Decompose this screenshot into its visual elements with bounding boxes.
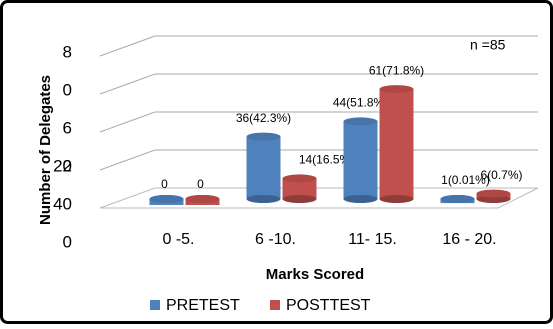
bar (246, 132, 281, 203)
data-label: 0 (161, 177, 168, 191)
bar-part (379, 195, 414, 203)
x-tick-label: 11- 15. (348, 231, 397, 248)
y-tick-label: 40 (53, 194, 72, 213)
bar-part (379, 89, 414, 199)
bar (379, 85, 414, 203)
bar (282, 174, 317, 203)
x-tick-label: 0 -5. (162, 231, 194, 248)
x-tick-label: 16 - 20. (442, 231, 496, 248)
data-label: 44(51.8%) (333, 96, 388, 110)
bar (149, 195, 184, 205)
y-axis-label: Number of Delegates (37, 75, 54, 225)
y-tick-label: 0 (63, 80, 72, 99)
y-tick-label: 8 (63, 42, 72, 61)
bar-part (282, 195, 317, 203)
data-label: 1(0.01%) (441, 173, 490, 187)
x-axis-label: Marks Scored (266, 266, 364, 283)
floor (99, 187, 539, 209)
bar-part (440, 195, 475, 203)
bar-part (343, 117, 378, 126)
bar-part (379, 85, 414, 94)
bar-part (343, 121, 378, 199)
legend-label: POSTTEST (286, 297, 371, 314)
x-tick-label: 6 -10. (255, 231, 296, 248)
bar-part (246, 195, 281, 203)
bar (185, 195, 220, 205)
data-label: 14(16.5%) (299, 153, 354, 167)
bar-part (246, 136, 281, 199)
bar-part (246, 132, 281, 141)
data-label: 36(42.3%) (236, 111, 291, 125)
bar-part (343, 195, 378, 203)
bar (476, 189, 511, 203)
bar-part (282, 178, 317, 199)
grid-line (99, 73, 538, 95)
bar-part (476, 189, 511, 198)
bar-part (185, 195, 220, 203)
data-label: 0 (197, 177, 204, 191)
data-label: 6(0.7%) (480, 168, 522, 182)
bar-part (149, 195, 184, 203)
legend-swatch (270, 300, 280, 310)
legend-swatch (150, 300, 160, 310)
data-label: 61(71.8%) (369, 63, 424, 77)
y-tick-label: 20 (53, 156, 72, 175)
bar (343, 117, 378, 203)
annotation: n =85 (470, 37, 506, 53)
grid-line (99, 35, 538, 57)
legend-label: PRETEST (166, 297, 240, 314)
y-tick-label: 2 (63, 156, 72, 175)
y-tick-label: 0 (63, 232, 72, 251)
bar (440, 195, 475, 204)
bar-part (282, 174, 317, 183)
y-tick-label: 6 (63, 118, 72, 137)
